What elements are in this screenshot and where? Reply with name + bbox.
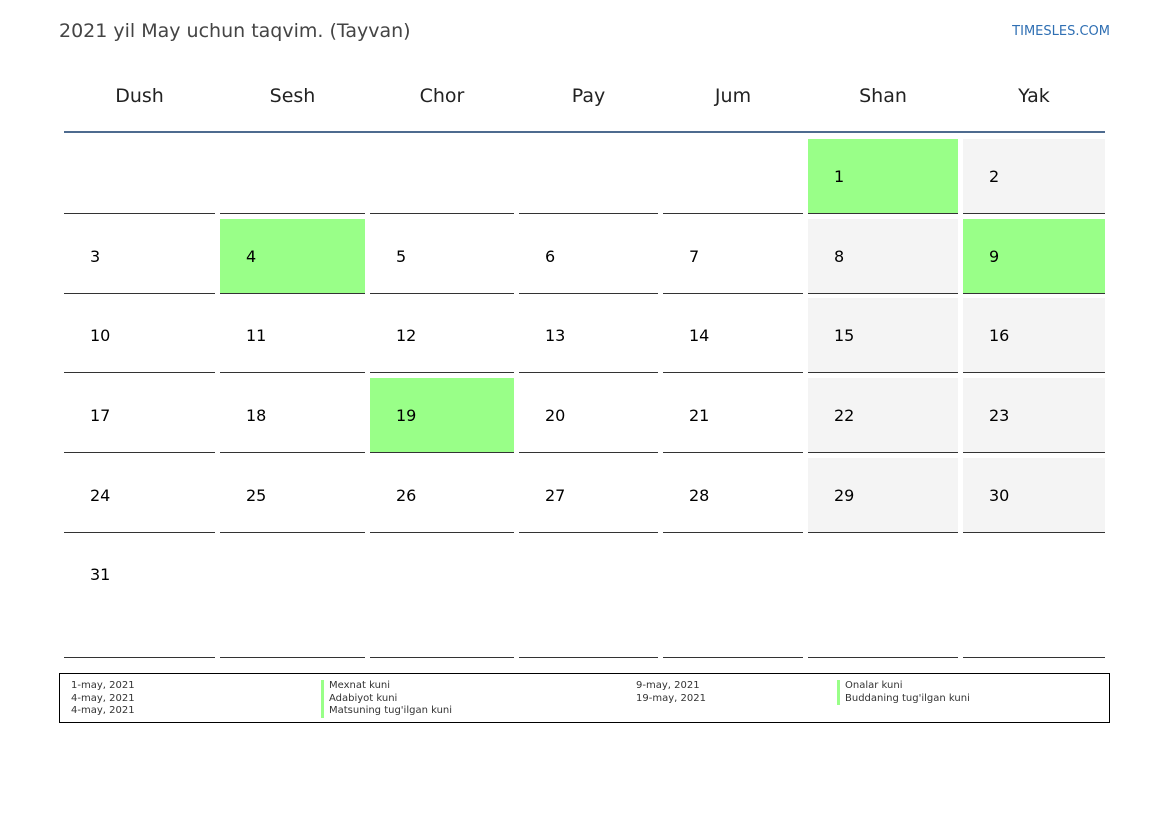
day-cell[interactable]: 20 xyxy=(519,378,658,453)
day-cell[interactable]: 26 xyxy=(370,458,514,533)
legend-holiday-name: Onalar kuni xyxy=(837,680,970,693)
day-number: 12 xyxy=(396,326,417,345)
weekday-7: Yak xyxy=(1018,85,1050,107)
day-number: 28 xyxy=(689,486,710,505)
day-cell[interactable]: 25 xyxy=(220,458,365,533)
day-number: 3 xyxy=(90,247,101,266)
day-number: 13 xyxy=(545,326,566,345)
day-cell xyxy=(808,537,958,658)
weekday-header-row: Dush Sesh Chor Pay Jum Shan Yak xyxy=(64,85,1105,115)
legend-holiday-name: Buddaning tug'ilgan kuni xyxy=(837,692,970,705)
day-cell[interactable]: 9 xyxy=(963,219,1105,294)
day-number: 23 xyxy=(989,406,1010,425)
page-title: 2021 yil May uchun taqvim. (Tayvan) xyxy=(59,20,411,42)
day-cell xyxy=(519,139,658,214)
day-cell[interactable]: 29 xyxy=(808,458,958,533)
day-cell xyxy=(64,139,215,214)
day-number: 11 xyxy=(246,326,267,345)
legend-holiday-name: Mexnat kuni xyxy=(321,680,452,693)
holiday-legend: 1-may, 2021 4-may, 2021 4-may, 2021 Mexn… xyxy=(59,673,1110,723)
site-link[interactable]: TIMESLES.COM xyxy=(1012,24,1110,39)
legend-date: 9-may, 2021 xyxy=(636,680,700,691)
day-number: 31 xyxy=(90,565,111,584)
day-number: 5 xyxy=(396,247,407,266)
day-cell[interactable]: 14 xyxy=(663,298,803,373)
day-cell[interactable]: 11 xyxy=(220,298,365,373)
day-cell xyxy=(663,537,803,658)
weekday-6: Shan xyxy=(859,85,907,107)
day-cell[interactable]: 27 xyxy=(519,458,658,533)
legend-names-right: Onalar kuni Buddaning tug'ilgan kuni xyxy=(837,680,970,705)
day-cell[interactable]: 16 xyxy=(963,298,1105,373)
day-cell xyxy=(963,537,1105,658)
legend-holiday-name: Matsuning tug'ilgan kuni xyxy=(321,705,452,718)
legend-date: 1-may, 2021 xyxy=(71,680,135,691)
day-cell[interactable]: 2 xyxy=(963,139,1105,214)
day-number: 2 xyxy=(989,167,1000,186)
weekday-2: Sesh xyxy=(269,85,316,107)
day-number: 25 xyxy=(246,486,267,505)
day-number: 30 xyxy=(989,486,1010,505)
day-number: 19 xyxy=(396,406,417,425)
day-number: 6 xyxy=(545,247,556,266)
day-cell[interactable]: 1 xyxy=(808,139,958,214)
day-cell xyxy=(220,537,365,658)
day-cell[interactable]: 12 xyxy=(370,298,514,373)
day-number: 29 xyxy=(834,486,855,505)
day-cell xyxy=(220,139,365,214)
day-number: 21 xyxy=(689,406,710,425)
day-number: 17 xyxy=(90,406,111,425)
day-number: 15 xyxy=(834,326,855,345)
day-cell xyxy=(370,537,514,658)
day-cell[interactable]: 13 xyxy=(519,298,658,373)
day-cell[interactable]: 21 xyxy=(663,378,803,453)
day-cell[interactable]: 31 xyxy=(64,537,215,658)
day-number: 10 xyxy=(90,326,111,345)
weekday-1: Dush xyxy=(115,85,164,107)
legend-names-left: Mexnat kuni Adabiyot kuni Matsuning tug'… xyxy=(321,680,452,718)
legend-date: 4-may, 2021 xyxy=(71,692,135,704)
day-number: 22 xyxy=(834,406,855,425)
day-cell[interactable]: 19 xyxy=(370,378,514,453)
header-rule xyxy=(64,131,1105,133)
day-cell[interactable]: 18 xyxy=(220,378,365,453)
day-number: 9 xyxy=(989,247,1000,266)
day-number: 27 xyxy=(545,486,566,505)
weekday-5: Jum xyxy=(714,85,752,107)
day-cell[interactable]: 24 xyxy=(64,458,215,533)
day-cell[interactable]: 5 xyxy=(370,219,514,294)
day-number: 8 xyxy=(834,247,845,266)
day-cell[interactable]: 28 xyxy=(663,458,803,533)
day-cell[interactable]: 7 xyxy=(663,219,803,294)
day-number: 4 xyxy=(246,247,257,266)
day-cell[interactable]: 15 xyxy=(808,298,958,373)
legend-date: 4-may, 2021 xyxy=(71,705,135,716)
day-number: 7 xyxy=(689,247,700,266)
day-cell[interactable]: 8 xyxy=(808,219,958,294)
legend-dates-right: 9-may, 2021 19-may, 2021 xyxy=(636,680,706,705)
day-number: 18 xyxy=(246,406,267,425)
weekday-4: Pay xyxy=(571,85,606,107)
weekday-3: Chor xyxy=(419,85,465,107)
day-number: 14 xyxy=(689,326,710,345)
legend-date: 19-may, 2021 xyxy=(636,692,706,704)
day-cell[interactable]: 17 xyxy=(64,378,215,453)
day-cell[interactable]: 3 xyxy=(64,219,215,294)
day-cell xyxy=(663,139,803,214)
day-cell[interactable]: 22 xyxy=(808,378,958,453)
day-cell xyxy=(370,139,514,214)
day-cell[interactable]: 23 xyxy=(963,378,1105,453)
day-cell[interactable]: 6 xyxy=(519,219,658,294)
legend-dates-left: 1-may, 2021 4-may, 2021 4-may, 2021 xyxy=(71,680,135,718)
day-cell[interactable]: 10 xyxy=(64,298,215,373)
day-number: 26 xyxy=(396,486,417,505)
day-cell xyxy=(519,537,658,658)
day-number: 16 xyxy=(989,326,1010,345)
day-number: 24 xyxy=(90,486,111,505)
day-number: 20 xyxy=(545,406,566,425)
day-number: 1 xyxy=(834,167,845,186)
day-cell[interactable]: 30 xyxy=(963,458,1105,533)
day-cell[interactable]: 4 xyxy=(220,219,365,294)
legend-holiday-name: Adabiyot kuni xyxy=(321,692,452,705)
